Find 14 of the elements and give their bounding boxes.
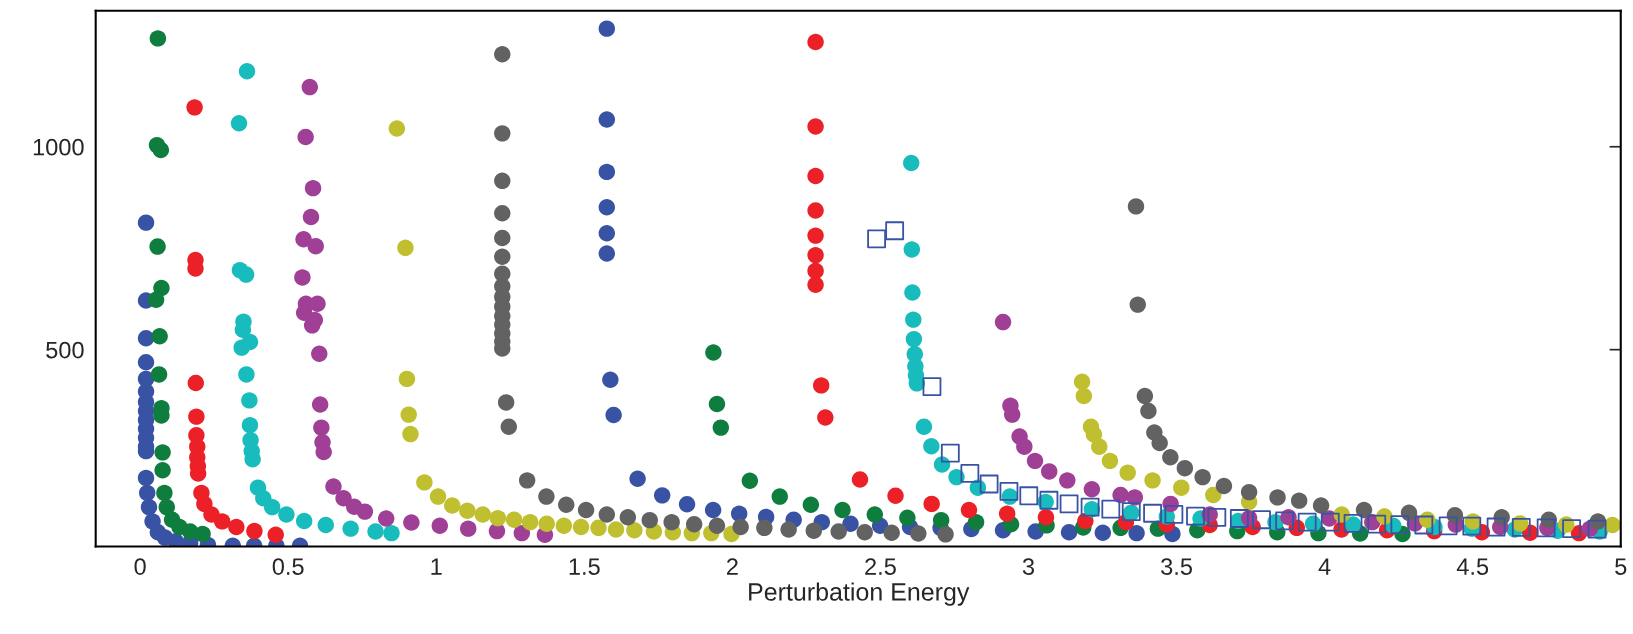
y-tick-label: 1000 bbox=[33, 138, 84, 156]
x-tick-label: 3 bbox=[1022, 558, 1035, 575]
x-tick-label: 0 bbox=[134, 558, 146, 575]
x-tick-label: 4.5 bbox=[1456, 558, 1489, 575]
x-tick-label: 3.5 bbox=[1161, 558, 1192, 575]
x-tick-label: 1.5 bbox=[569, 558, 600, 575]
x-tick-label: 4 bbox=[1318, 558, 1331, 575]
x-tick-label: 2.5 bbox=[865, 558, 896, 575]
y-tick-label: 500 bbox=[46, 341, 84, 359]
x-tick-label: 0.5 bbox=[272, 558, 304, 575]
x-tick-label: 1 bbox=[431, 558, 442, 575]
x-tick-label: 2 bbox=[726, 558, 738, 575]
x-tick-label: 5 bbox=[1615, 558, 1627, 575]
x-axis-title: Perturbation Energy bbox=[749, 582, 970, 606]
